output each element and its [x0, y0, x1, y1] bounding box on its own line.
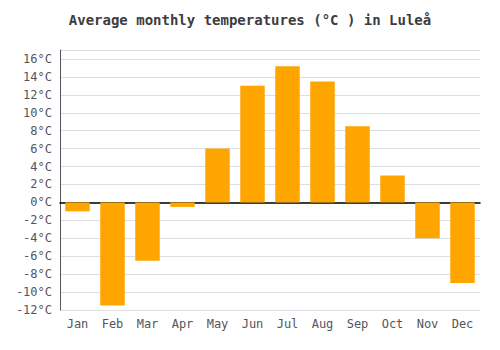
svg-text:Dec: Dec [452, 317, 474, 331]
svg-text:12°C: 12°C [23, 88, 52, 102]
svg-text:16°C: 16°C [23, 52, 52, 66]
svg-text:Jan: Jan [67, 317, 89, 331]
svg-text:-12°C: -12°C [16, 303, 52, 317]
svg-text:6°C: 6°C [30, 142, 52, 156]
svg-text:4°C: 4°C [30, 160, 52, 174]
svg-text:0°C: 0°C [30, 195, 52, 209]
svg-text:-6°C: -6°C [23, 249, 52, 263]
svg-text:Feb: Feb [102, 317, 124, 331]
svg-text:-10°C: -10°C [16, 285, 52, 299]
svg-text:-4°C: -4°C [23, 231, 52, 245]
svg-text:Mar: Mar [137, 317, 159, 331]
svg-text:-2°C: -2°C [23, 213, 52, 227]
svg-text:-8°C: -8°C [23, 267, 52, 281]
svg-text:14°C: 14°C [23, 70, 52, 84]
svg-text:Aug: Aug [312, 317, 334, 331]
svg-text:2°C: 2°C [30, 177, 52, 191]
svg-text:Oct: Oct [382, 317, 404, 331]
svg-text:Apr: Apr [172, 317, 194, 331]
svg-text:Sep: Sep [347, 317, 369, 331]
svg-text:May: May [207, 317, 229, 331]
svg-text:Jun: Jun [242, 317, 264, 331]
svg-text:8°C: 8°C [30, 124, 52, 138]
svg-text:Jul: Jul [277, 317, 299, 331]
svg-text:Average monthly temperatures (: Average monthly temperatures (°C ) in Lu… [69, 12, 431, 28]
svg-text:Nov: Nov [417, 317, 439, 331]
svg-text:10°C: 10°C [23, 106, 52, 120]
